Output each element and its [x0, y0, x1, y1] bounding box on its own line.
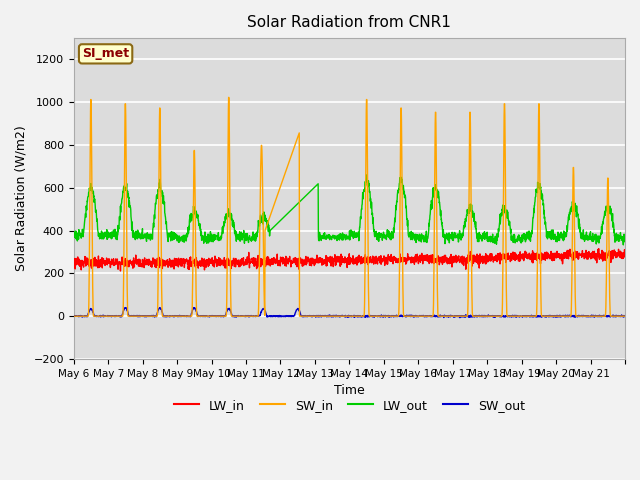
Legend: LW_in, SW_in, LW_out, SW_out: LW_in, SW_in, LW_out, SW_out [169, 394, 530, 417]
Title: Solar Radiation from CNR1: Solar Radiation from CNR1 [248, 15, 451, 30]
Text: SI_met: SI_met [82, 48, 129, 60]
X-axis label: Time: Time [334, 384, 365, 397]
Y-axis label: Solar Radiation (W/m2): Solar Radiation (W/m2) [15, 126, 28, 271]
